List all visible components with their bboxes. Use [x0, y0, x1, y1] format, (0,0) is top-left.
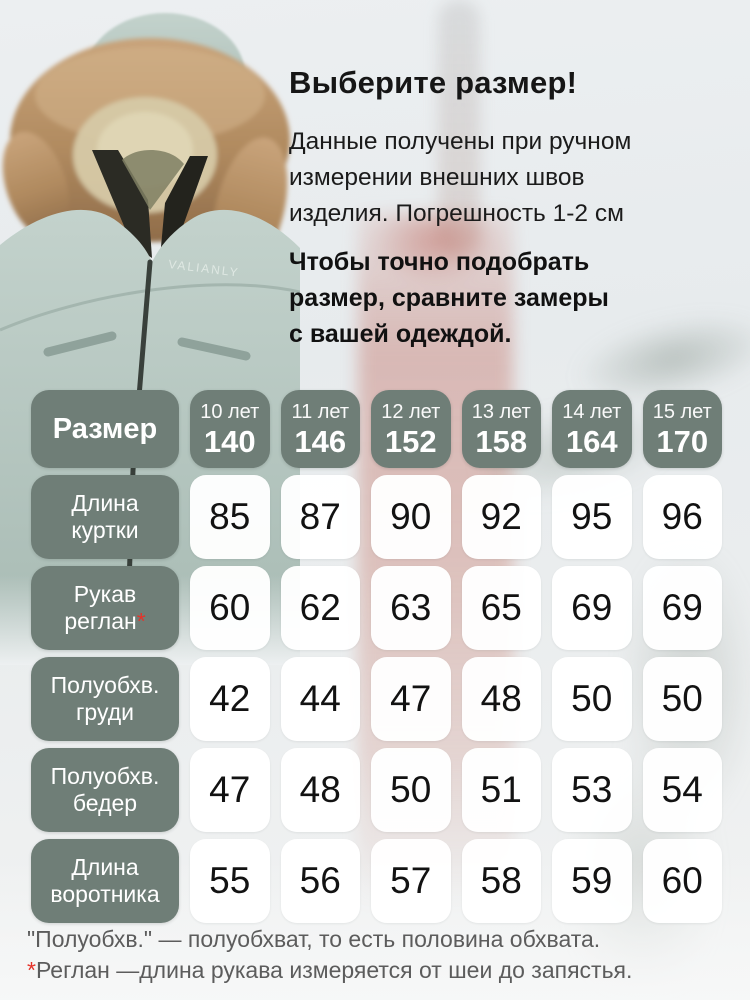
value-cell: 85 — [190, 475, 270, 559]
footnote-reglan: *Реглан —длина рукава измеряется от шеи … — [27, 957, 633, 983]
value-cell: 58 — [461, 839, 541, 923]
right-pocket — [177, 337, 251, 361]
age-label: 11 лет — [291, 400, 350, 423]
red-asterisk: * — [27, 957, 36, 983]
value-cell: 47 — [190, 748, 270, 832]
height-label: 146 — [294, 423, 347, 459]
value-cell: 55 — [190, 839, 270, 923]
value-cell: 96 — [642, 475, 722, 559]
value-cell: 69 — [552, 566, 632, 650]
value-cell: 51 — [461, 748, 541, 832]
column-header: 15 лет 170 — [642, 390, 722, 468]
value-cell: 90 — [371, 475, 451, 559]
row-label: Длина куртки — [31, 475, 179, 559]
page-title: Выберите размер! — [289, 65, 578, 100]
height-label: 170 — [656, 423, 709, 459]
age-label: 12 лет — [381, 400, 441, 423]
value-cell: 56 — [280, 839, 360, 923]
height-label: 140 — [203, 423, 256, 459]
value-cell: 47 — [371, 657, 451, 741]
footnotes: "Полуобхв." — полуобхват, то есть полови… — [27, 924, 733, 986]
column-header: 13 лет 158 — [461, 390, 541, 468]
zipper — [125, 259, 153, 615]
value-cell: 48 — [461, 657, 541, 741]
height-label: 152 — [384, 423, 437, 459]
height-label: 164 — [565, 423, 618, 459]
age-label: 13 лет — [471, 400, 531, 423]
value-cell: 65 — [461, 566, 541, 650]
left-pocket — [43, 331, 117, 357]
value-cell: 57 — [371, 839, 451, 923]
column-header: 10 лет 140 — [190, 390, 270, 468]
height-label: 158 — [475, 423, 528, 459]
size-table: Размер 10 лет 140 11 лет 146 12 лет 152 … — [31, 390, 722, 923]
column-header: 14 лет 164 — [552, 390, 632, 468]
value-cell: 53 — [552, 748, 632, 832]
row-label: Полуобхв. груди — [31, 657, 179, 741]
value-cell: 50 — [371, 748, 451, 832]
value-cell: 54 — [642, 748, 722, 832]
column-header: 11 лет 146 — [280, 390, 360, 468]
value-cell: 62 — [280, 566, 360, 650]
corner-cell-size: Размер — [31, 390, 179, 468]
age-label: 14 лет — [562, 400, 622, 423]
value-cell: 87 — [280, 475, 360, 559]
red-asterisk: * — [136, 608, 146, 634]
value-cell: 63 — [371, 566, 451, 650]
hood-lining — [92, 149, 208, 258]
note-text: Чтобы точно подобрать размер, сравните з… — [289, 248, 609, 348]
row-label: Рукав реглан* — [31, 566, 179, 650]
footnote-poluobhv: "Полуобхв." — полуобхват, то есть полови… — [27, 926, 601, 952]
value-cell: 50 — [552, 657, 632, 741]
age-label: 10 лет — [200, 400, 260, 423]
value-cell: 60 — [190, 566, 270, 650]
age-label: 15 лет — [652, 400, 712, 423]
copy-block: Выберите размер! Данные получены при руч… — [289, 64, 739, 352]
intro-text: Данные получены при ручном измерении вне… — [289, 128, 632, 227]
row-label: Полуобхв. бедер — [31, 748, 179, 832]
value-cell: 95 — [552, 475, 632, 559]
value-cell: 60 — [642, 839, 722, 923]
value-cell: 42 — [190, 657, 270, 741]
row-label: Длина воротника — [31, 839, 179, 923]
value-cell: 44 — [280, 657, 360, 741]
value-cell: 69 — [642, 566, 722, 650]
value-cell: 92 — [461, 475, 541, 559]
value-cell: 59 — [552, 839, 632, 923]
value-cell: 48 — [280, 748, 360, 832]
value-cell: 50 — [642, 657, 722, 741]
column-header: 12 лет 152 — [371, 390, 451, 468]
